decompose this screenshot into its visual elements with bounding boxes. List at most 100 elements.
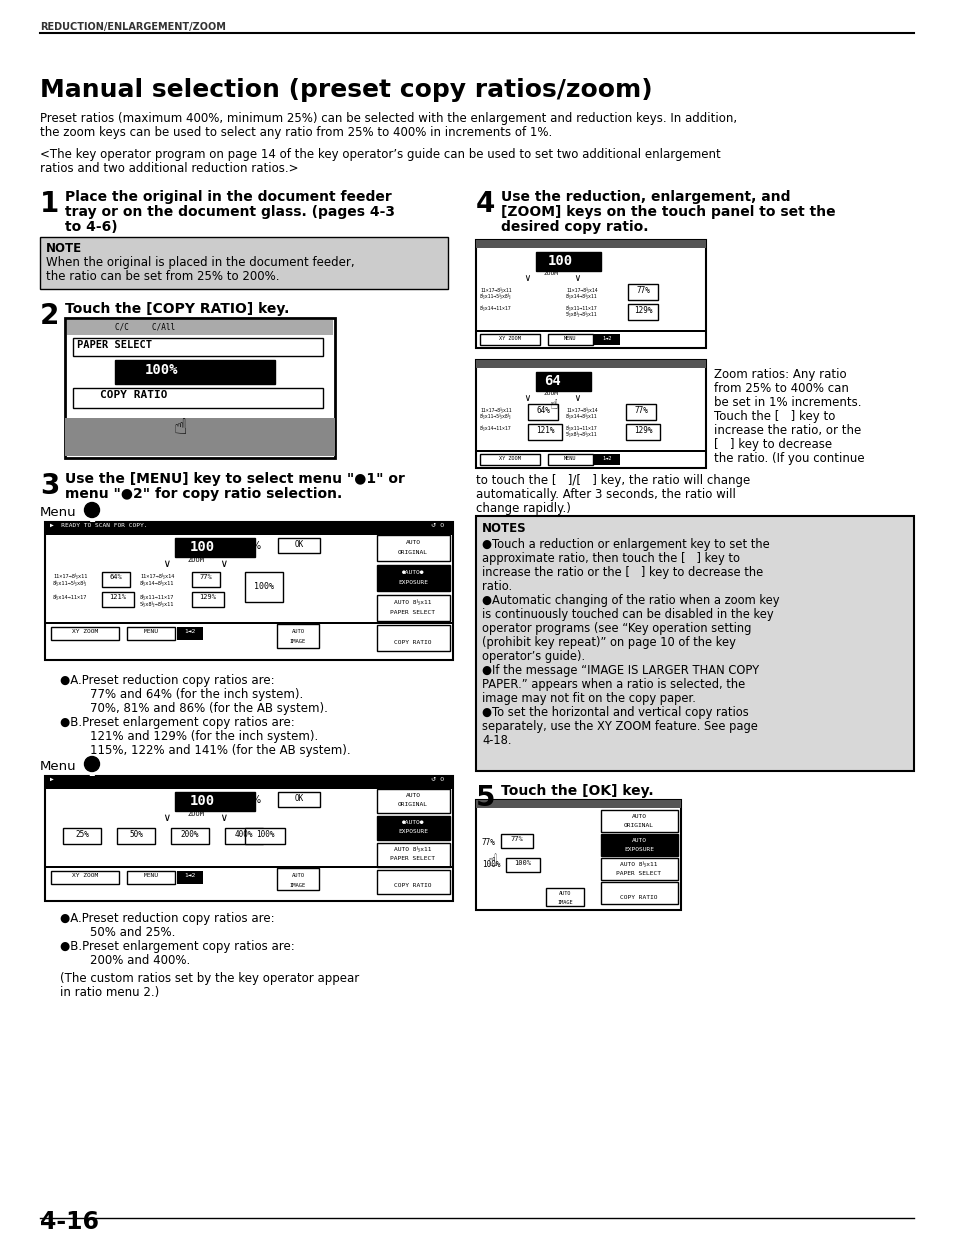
Bar [45,776,453,902]
Bar [45,776,453,789]
Text: EXPOSURE: EXPOSURE [397,580,428,585]
Text: 50% and 25%.: 50% and 25%. [90,926,175,939]
Bar [547,454,593,466]
Text: 64: 64 [543,374,560,388]
Bar [177,627,203,640]
Text: ↺  0: ↺ 0 [431,522,444,529]
Text: 8½x11→5½x8½: 8½x11→5½x8½ [479,414,511,419]
Text: ▶: ▶ [50,777,53,782]
Text: be set in 1% increments.: be set in 1% increments. [713,396,861,409]
Text: ●Touch a reduction or enlargement key to set the: ●Touch a reduction or enlargement key to… [481,538,769,551]
Text: 4: 4 [476,190,495,219]
Text: menu "●2" for copy ratio selection.: menu "●2" for copy ratio selection. [65,487,342,501]
Text: 77%: 77% [634,406,647,415]
Bar [45,866,453,868]
Text: ☝: ☝ [173,417,187,438]
Bar [600,810,678,832]
Text: C/C     C/All: C/C C/All [115,322,175,331]
Text: separately, use the XY ZOOM feature. See page: separately, use the XY ZOOM feature. See… [481,720,757,734]
Text: 77% and 64% (for the inch system).: 77% and 64% (for the inch system). [90,688,303,701]
Bar [627,284,658,300]
Bar [625,404,656,420]
Text: 8½x11→11×17: 8½x11→11×17 [565,306,597,311]
Bar [40,237,448,289]
Bar [245,827,285,844]
Text: 5½x8½→8½x11: 5½x8½→8½x11 [140,601,174,606]
Text: AUTO: AUTO [631,839,646,844]
Bar [627,304,658,320]
Text: ●AUTO●: ●AUTO● [401,820,424,825]
Bar [67,320,333,335]
Text: 1: 1 [89,514,95,524]
Text: NOTE: NOTE [46,242,82,254]
Text: OK: OK [294,794,303,803]
Text: 11×17→8½x11: 11×17→8½x11 [479,408,511,412]
Text: 11×17→8½x11: 11×17→8½x11 [53,574,88,579]
Bar [479,333,539,345]
Bar [376,595,450,621]
Text: ∨: ∨ [163,559,170,569]
Text: NOTES: NOTES [481,522,526,535]
Bar [117,827,154,844]
Bar [65,317,335,458]
Text: 77%: 77% [481,839,496,847]
Text: ●To set the horizontal and vertical copy ratios: ●To set the horizontal and vertical copy… [481,706,748,719]
Text: COPY RATIO: COPY RATIO [100,390,168,400]
Text: Touch the [OK] key.: Touch the [OK] key. [500,784,653,798]
Text: MENU: MENU [563,456,576,461]
Text: in ratio menu 2.): in ratio menu 2.) [60,986,159,999]
Text: PAPER SELECT: PAPER SELECT [77,340,152,350]
Text: 5½x8½→8½x11: 5½x8½→8½x11 [565,312,597,317]
Text: 400%: 400% [234,830,253,839]
Bar [500,834,533,848]
Text: 129%: 129% [633,306,652,315]
Bar [277,538,319,553]
Text: XY ZOOM: XY ZOOM [71,873,98,878]
Text: 50%: 50% [129,830,143,839]
Text: 8½x14→11×17: 8½x14→11×17 [479,306,511,311]
Text: AUTO: AUTO [405,793,420,798]
Bar [476,240,705,348]
Text: IMAGE: IMAGE [557,900,572,905]
Text: 1◄2: 1◄2 [184,873,195,878]
Text: EXPOSURE: EXPOSURE [623,847,654,852]
Bar [376,535,450,561]
Text: ∨: ∨ [574,273,579,283]
Bar [376,789,450,813]
Text: 77%: 77% [636,287,649,295]
Text: operator’s guide).: operator’s guide). [481,650,584,663]
Bar [45,622,453,624]
Text: automatically. After 3 seconds, the ratio will: automatically. After 3 seconds, the rati… [476,488,735,501]
Bar [102,592,133,606]
Text: %: % [582,375,590,384]
Text: Preset ratios (maximum 400%, minimum 25%) can be selected with the enlargement a: Preset ratios (maximum 400%, minimum 25%… [40,112,737,125]
Text: ∨: ∨ [523,273,529,283]
Bar [476,330,705,332]
Text: ZOOM: ZOOM [188,557,205,563]
Text: ORIGINAL: ORIGINAL [397,550,428,555]
Text: 2: 2 [89,768,95,778]
Text: 121%: 121% [536,426,554,435]
Bar [536,372,590,391]
Text: ☝: ☝ [488,852,497,869]
Text: 11×17→8½x14: 11×17→8½x14 [565,408,597,412]
Text: the zoom keys can be used to select any ratio from 25% to 400% in increments of : the zoom keys can be used to select any … [40,126,552,140]
Text: Use the reduction, enlargement, and: Use the reduction, enlargement, and [500,190,790,204]
Text: [ZOOM] keys on the touch panel to set the: [ZOOM] keys on the touch panel to set th… [500,205,835,219]
Text: PAPER SELECT: PAPER SELECT [616,871,660,876]
Text: to touch the [   ]/[   ] key, the ratio will change: to touch the [ ]/[ ] key, the ratio will… [476,474,749,487]
Bar [45,522,453,659]
Text: ∨: ∨ [220,813,227,823]
Bar [73,338,323,356]
Bar [174,792,254,811]
Text: change rapidly.): change rapidly.) [476,501,570,515]
Text: 100: 100 [190,794,214,808]
Text: 129%: 129% [199,594,216,600]
Text: COPY RATIO: COPY RATIO [394,883,432,888]
Bar [527,404,558,420]
Text: AUTO: AUTO [405,540,420,545]
Text: 8½x14→11×17: 8½x14→11×17 [479,426,511,431]
Bar [594,454,619,466]
Bar [600,834,678,856]
Text: IMAGE: IMAGE [290,883,306,888]
